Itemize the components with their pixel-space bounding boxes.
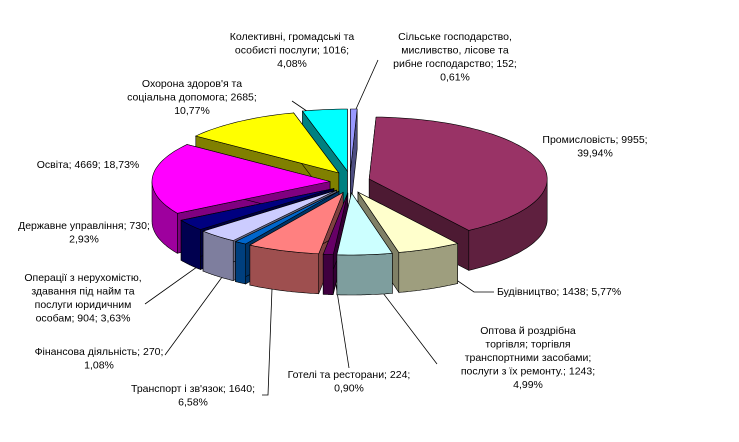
data-label: транспортними засобами;: [465, 352, 592, 364]
slice-outer-side: [322, 253, 334, 295]
data-label: здавання під найм та: [31, 285, 134, 297]
data-label: 39,94%: [577, 147, 613, 159]
slice: [249, 191, 344, 255]
slice: [336, 192, 393, 256]
data-label: особисті послуги; 1016;: [235, 44, 349, 56]
pie-tops: [151, 108, 548, 256]
data-label: Фінансова діяльність; 270;: [35, 346, 164, 358]
data-label: рибне господарство; 152;: [393, 58, 517, 70]
data-label: Колективні, громадські та: [230, 31, 355, 43]
slice-outer-side: [235, 241, 246, 285]
data-label: послуги з їх ремонту.; 1243;: [461, 365, 595, 377]
data-label: 0,61%: [440, 71, 470, 83]
leader-line: [262, 261, 274, 396]
slice: [234, 190, 340, 245]
data-label: Сільське господарство,: [398, 31, 512, 43]
data-label: соціальна допомога; 2685;: [127, 91, 257, 103]
data-label: послуги юридичним: [35, 299, 132, 311]
data-label: Транспорт і зв'язок; 1640;: [131, 383, 255, 395]
data-label: Охорона здоров'я та: [142, 78, 242, 90]
data-label: Освіта; 4669; 18,73%: [37, 159, 140, 171]
data-label: 0,90%: [334, 382, 364, 394]
data-label: Готелі та ресторани; 224;: [288, 369, 411, 381]
data-label: Оптова й роздрібна: [480, 325, 576, 337]
slice: [350, 108, 358, 172]
data-label: 4,08%: [277, 58, 307, 70]
data-label: Операції з нерухомістю,: [24, 272, 141, 284]
data-label: торгівля; торгівля: [485, 338, 570, 350]
labels: Сільське господарство,мисливство, лісове…: [18, 31, 647, 409]
data-label: особам; 904; 3,63%: [36, 312, 131, 324]
data-label: 10,77%: [174, 105, 210, 117]
slice: [357, 191, 459, 253]
slice: [194, 112, 340, 174]
slice: [151, 144, 331, 214]
slice: [301, 108, 348, 172]
leaders: [144, 59, 494, 396]
data-label: мисливство, лісове та: [401, 44, 509, 56]
data-label: 2,93%: [69, 233, 99, 245]
slice: [322, 192, 349, 256]
slice-outer-side: [336, 252, 393, 296]
slice: [180, 188, 334, 230]
data-label: Будівництво; 1438; 5,77%: [497, 286, 621, 298]
data-label: 4,99%: [513, 379, 543, 391]
leader-line: [351, 59, 379, 119]
data-label: Державне управління; 730;: [18, 220, 150, 232]
slice: [368, 116, 548, 231]
data-label: 6,58%: [178, 396, 208, 408]
data-label: 1,08%: [84, 359, 114, 371]
slice: [202, 189, 337, 241]
data-label: Промисловість; 9955;: [542, 134, 647, 146]
